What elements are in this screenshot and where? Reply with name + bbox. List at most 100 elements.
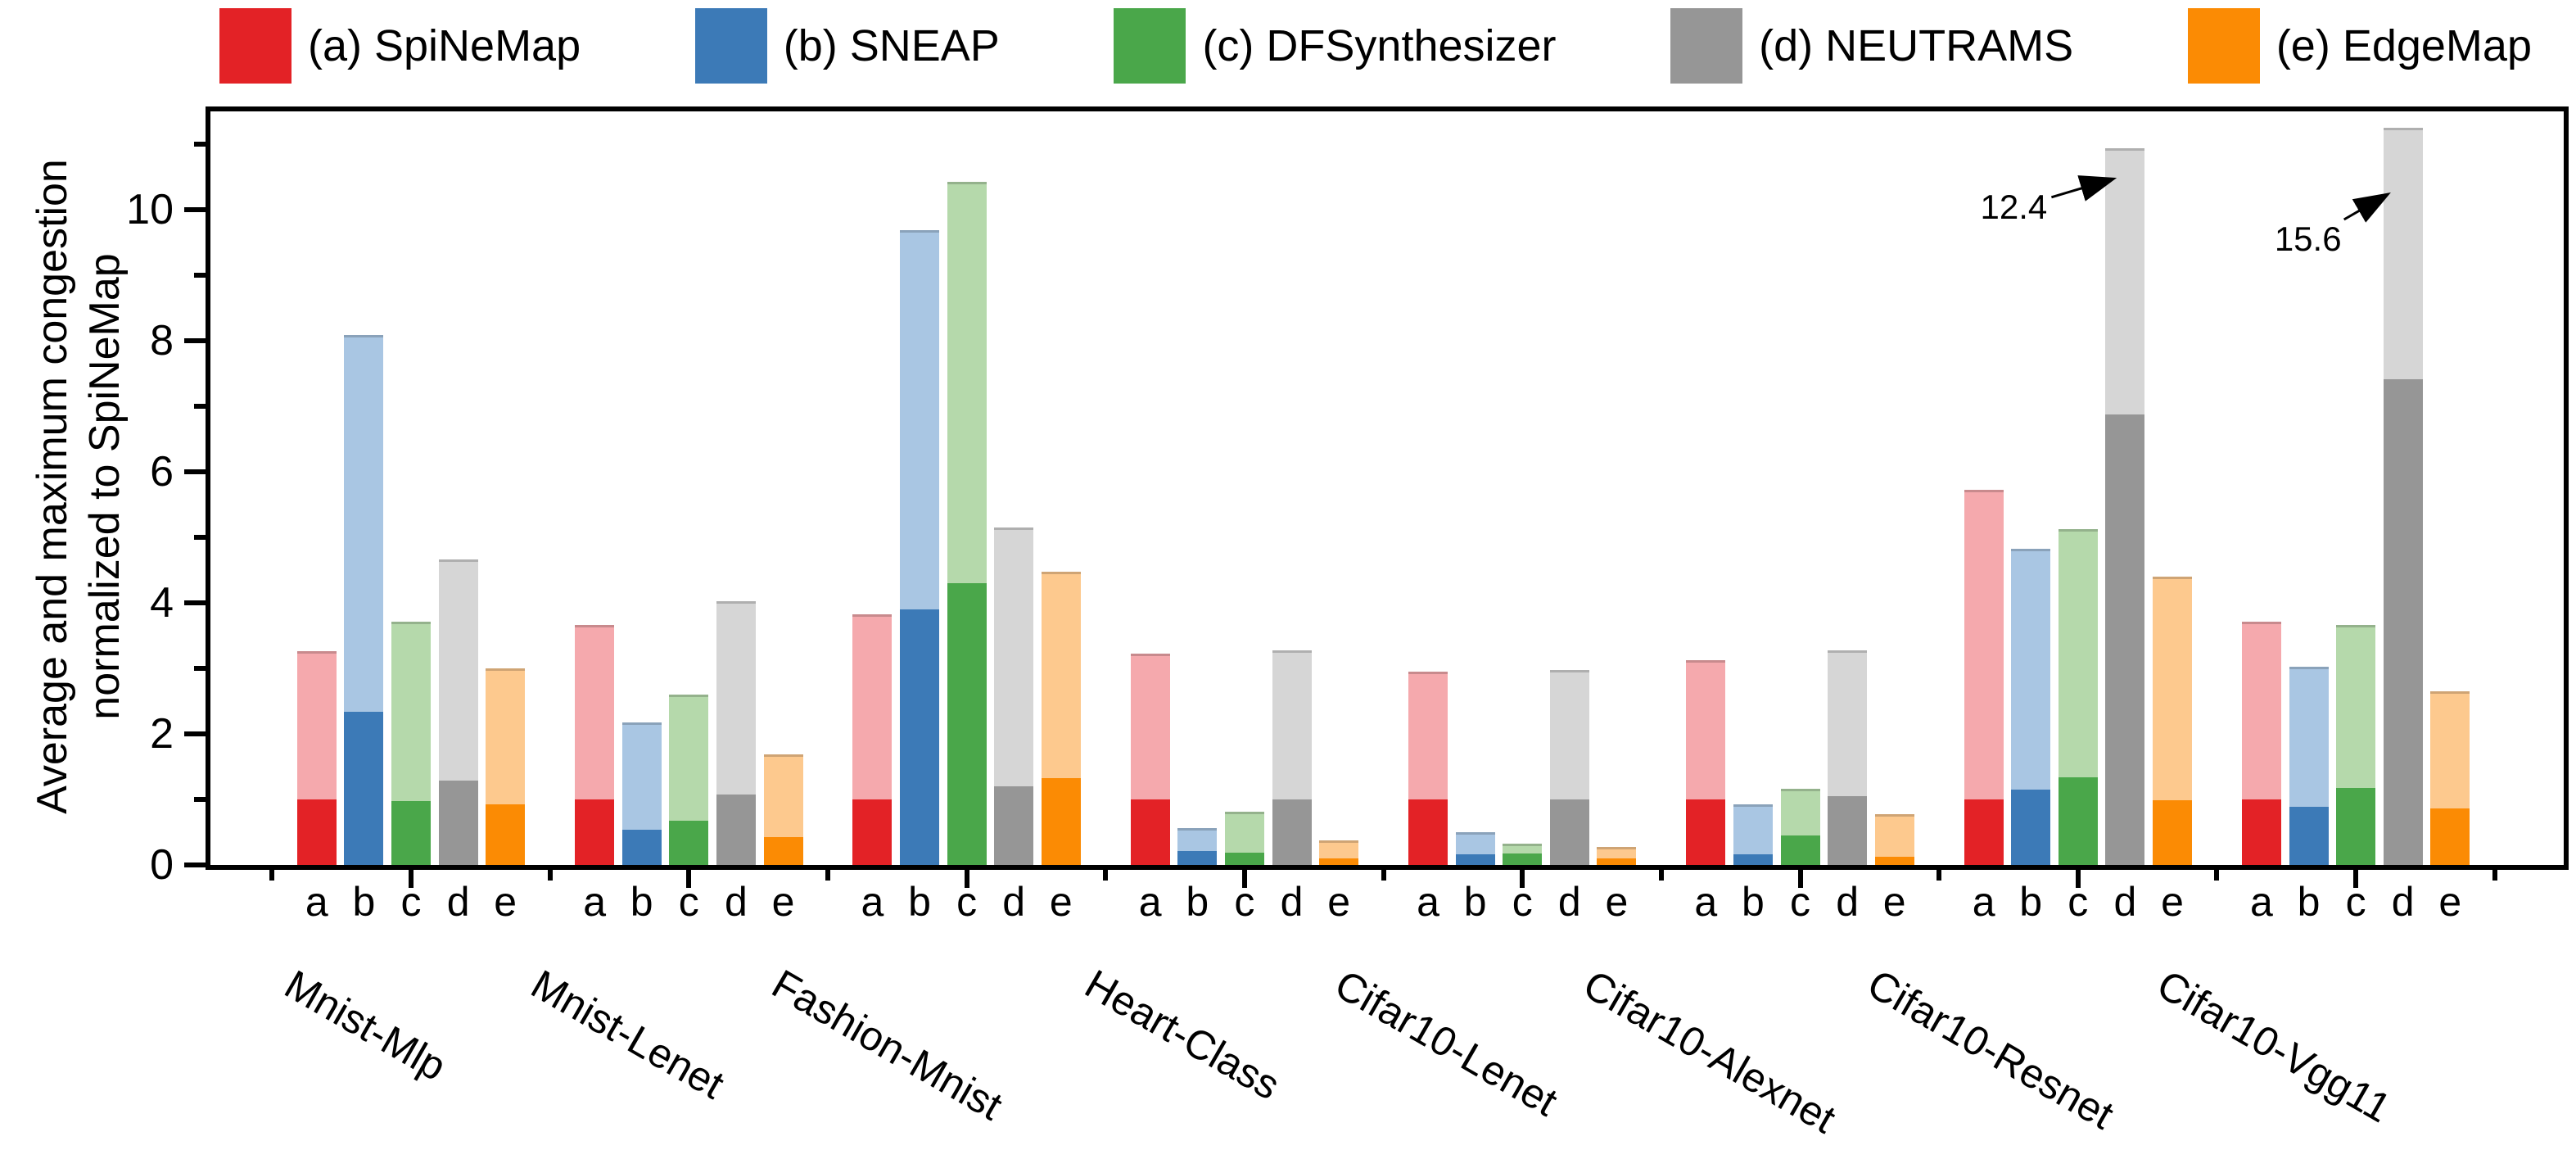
bar-letter-Cifar10-Lenet-a: a [1417, 879, 1439, 925]
bar-letter-Cifar10-Alexnet-b: b [1741, 879, 1765, 925]
bar-letter-Cifar10-Resnet-a: a [1972, 879, 1995, 925]
y-tick-label-6: 6 [150, 448, 174, 496]
edgemap-color-swatch [2187, 8, 2260, 84]
y-tick-label-8: 8 [150, 317, 174, 364]
bar-letter-Cifar10-Vgg11-a: a [2249, 879, 2273, 925]
category-label-Cifar10-Alexnet: Cifar10-Alexnet [1575, 961, 1843, 1142]
legend-item-sneap: (b) SNEAP [694, 8, 1000, 84]
bar-avg-Mnist-Lenet-d [716, 794, 756, 865]
category-label-Cifar10-Lenet: Cifar10-Lenet [1327, 960, 1566, 1125]
bar-avg-Cifar10-Resnet-c [2058, 776, 2098, 865]
x-minor-tick [1103, 870, 1109, 881]
x-major-tick [686, 870, 692, 888]
y-major-tick [184, 731, 206, 736]
category-label-Fashion-Mnist: Fashion-Mnist [764, 960, 1010, 1130]
bar-avg-Cifar10-Vgg11-b [2289, 806, 2329, 865]
y-major-tick [184, 600, 206, 605]
bar-avg-Cifar10-Resnet-e [2153, 799, 2192, 865]
bar-letter-Heart-Class-d: d [1280, 879, 1304, 925]
bar-letter-Cifar10-Resnet-b: b [2019, 879, 2043, 925]
legend-label-dfsynthesizer: (c) DFSynthesizer [1202, 21, 1557, 70]
bar-letter-Mnist-Lenet-a: a [583, 879, 606, 925]
bar-avg-Cifar10-Alexnet-b [1733, 854, 1773, 865]
sneap-color-swatch [694, 8, 767, 84]
legend-item-dfsynthesizer: (c) DFSynthesizer [1114, 8, 1557, 84]
bar-avg-Fashion-Mnist-e [1041, 777, 1081, 865]
bar-letter-Heart-Class-a: a [1138, 879, 1162, 925]
bar-avg-Cifar10-Alexnet-a [1686, 799, 1726, 865]
bar-letter-Mnist-Mlp-a: a [305, 879, 328, 925]
bar-letter-Cifar10-Alexnet-d: d [1836, 879, 1859, 925]
bar-letter-Fashion-Mnist-b: b [908, 879, 931, 925]
bar-letter-Mnist-Mlp-d: d [446, 879, 470, 925]
bar-letter-Cifar10-Resnet-e: e [2161, 879, 2184, 925]
legend: (a) SpiNeMap (b) SNEAP (c) DFSynthesizer… [219, 8, 2532, 84]
y-tick-label-10: 10 [126, 186, 174, 233]
bar-letter-Mnist-Lenet-e: e [771, 879, 795, 925]
bar-avg-Mnist-Mlp-d [438, 780, 478, 865]
x-major-tick [964, 870, 969, 888]
y-minor-tick [194, 797, 206, 802]
x-minor-tick [2214, 870, 2220, 881]
dfsynthesizer-color-swatch [1114, 8, 1186, 84]
bar-letter-Cifar10-Alexnet-e: e [1882, 879, 1906, 925]
x-major-tick [1241, 870, 1247, 888]
bar-avg-Fashion-Mnist-d [994, 786, 1034, 865]
legend-label-sneap: (b) SNEAP [783, 21, 1000, 70]
bar-avg-Cifar10-Alexnet-c [1780, 835, 1820, 865]
annotation-12.4: 12.4 [1980, 187, 2048, 226]
bar-letter-Heart-Class-e: e [1327, 879, 1350, 925]
bar-letter-Heart-Class-b: b [1186, 879, 1209, 925]
bar-letter-Fashion-Mnist-a: a [861, 879, 884, 925]
x-minor-tick [1658, 870, 1664, 881]
category-label-Cifar10-Resnet: Cifar10-Resnet [1860, 960, 2122, 1139]
bar-letter-Mnist-Lenet-b: b [630, 879, 653, 925]
spinemap-color-swatch [219, 8, 291, 84]
legend-label-spinemap: (a) SpiNeMap [308, 21, 581, 70]
neutrams-color-swatch [1670, 8, 1743, 84]
bar-avg-Cifar10-Lenet-d [1549, 799, 1589, 865]
bar-avg-Cifar10-Resnet-b [2011, 790, 2051, 865]
y-major-tick [184, 338, 206, 343]
bar-avg-Heart-Class-c [1224, 852, 1264, 865]
bar-avg-Mnist-Lenet-a [575, 799, 615, 865]
bar-avg-Cifar10-Vgg11-c [2336, 787, 2376, 865]
annotation-15.6: 15.6 [2274, 220, 2342, 258]
bar-avg-Cifar10-Alexnet-d [1828, 796, 1868, 865]
bar-letter-Cifar10-Vgg11-e: e [2438, 879, 2462, 925]
bar-letter-Cifar10-Alexnet-a: a [1694, 879, 1718, 925]
category-label-Cifar10-Vgg11: Cifar10-Vgg11 [2149, 961, 2399, 1131]
bar-letter-Cifar10-Vgg11-d: d [2391, 879, 2415, 925]
x-major-tick [1520, 870, 1525, 888]
y-tick-label-4: 4 [150, 579, 174, 627]
bar-avg-Cifar10-Resnet-d [2105, 414, 2145, 865]
bar-letter-Mnist-Mlp-e: e [494, 879, 517, 925]
bar-avg-Cifar10-Vgg11-a [2241, 799, 2281, 865]
bar-avg-Cifar10-Lenet-a [1408, 799, 1448, 865]
y-minor-tick [194, 273, 206, 278]
y-tick-label-2: 2 [150, 710, 174, 758]
y-major-tick [184, 862, 206, 867]
bar-max-Cifar10-Alexnet-e [1874, 813, 1914, 865]
y-major-tick [184, 469, 206, 474]
y-minor-tick [194, 142, 206, 147]
bar-letter-Fashion-Mnist-d: d [1002, 879, 1026, 925]
legend-item-edgemap: (e) EdgeMap [2187, 8, 2532, 84]
x-major-tick [2075, 870, 2081, 888]
bar-letter-Cifar10-Lenet-b: b [1463, 879, 1487, 925]
bar-avg-Cifar10-Lenet-b [1455, 854, 1495, 865]
bar-avg-Mnist-Mlp-b [344, 711, 384, 865]
bar-letter-Cifar10-Lenet-d: d [1557, 879, 1581, 925]
bar-avg-Heart-Class-e [1319, 858, 1359, 865]
bar-avg-Cifar10-Resnet-a [1964, 799, 2004, 865]
bar-avg-Cifar10-Lenet-c [1503, 853, 1543, 865]
x-minor-tick [1381, 870, 1386, 881]
y-minor-tick [194, 666, 206, 671]
bar-avg-Fashion-Mnist-b [900, 609, 939, 865]
legend-item-spinemap: (a) SpiNeMap [219, 8, 581, 84]
bar-avg-Heart-Class-a [1130, 799, 1170, 865]
bar-letter-Mnist-Mlp-b: b [352, 879, 376, 925]
bar-avg-Cifar10-Vgg11-d [2383, 379, 2423, 865]
x-minor-tick [547, 870, 553, 881]
